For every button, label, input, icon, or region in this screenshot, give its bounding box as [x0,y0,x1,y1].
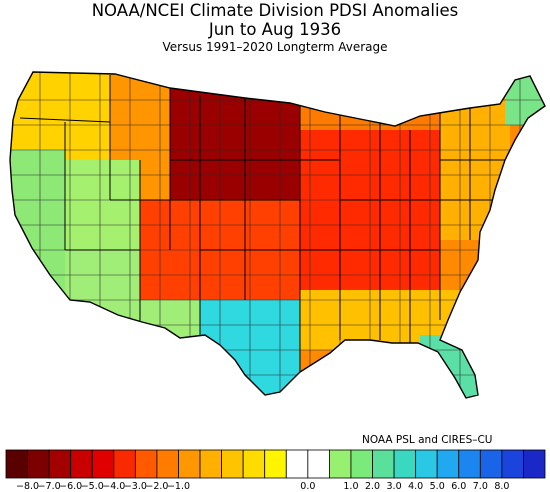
colorbar-swatch [350,449,373,479]
colorbar-tick-label: 5.0 [430,481,445,492]
colorbar-swatch [372,449,395,479]
colorbar-swatch [156,449,179,479]
us-pdsi-map [9,71,546,399]
colorbar-swatch [479,449,503,479]
colorbar-swatch [242,449,266,479]
us-outline [9,71,546,399]
colorbar-swatch [415,449,438,479]
colorbar-tick-label: 3.0 [387,481,402,492]
colorbar-tick-label: −1.0 [167,481,190,492]
colorbar-swatch [70,449,93,479]
credit-label: NOAA PSL and CIRES–CU [362,434,493,446]
colorbar-tick-label: 4.0 [408,481,423,492]
colorbar-tick-label: −3.0 [124,481,147,492]
colorbar-swatch [393,449,417,479]
division-boundaries [10,72,545,398]
region-maine [505,72,545,125]
region-southeast [300,290,470,350]
colorbar-swatch [285,449,309,479]
colorbar-swatch [134,449,158,479]
state-boundaries [19,75,505,372]
colorbar-tick-label: 1.0 [343,481,358,492]
region-northern-plains-core [170,72,300,200]
colorbar: −8.0−7.0−6.0−5.0−4.0−3.0−2.0−1.0 0.0 1.0 2.… [5,449,546,492]
colorbar-swatch [27,449,50,479]
colorbar-tick-label: −7.0 [38,481,61,492]
colorbar-swatch [501,449,524,479]
region-great-basin [65,160,140,250]
colorbar-swatch [178,449,201,479]
region-northeast [440,100,510,240]
colorbar-swatch [307,449,330,479]
colorbar-swatch [458,449,481,479]
colorbar-tick-label: −8.0 [16,481,39,492]
colorbar-swatch [221,449,244,479]
colorbar-tick-label: −2.0 [145,481,168,492]
colorbar-swatch [48,449,72,479]
colorbar-swatch [436,449,460,479]
colorbar-tick-label: 6.0 [451,481,466,492]
colorbar-swatch [91,449,115,479]
map-period: Jun to Aug 1936 [208,20,342,39]
colorbar-tick-label: −5.0 [81,481,104,492]
colorbar-tick-label: −4.0 [102,481,125,492]
colorbar-swatch [328,449,352,479]
colorbar-tick-label: 8.0 [494,481,509,492]
colorbar-swatch [113,449,136,479]
colorbar-swatch [264,449,287,479]
colorbar-tick-label: 0.0 [300,481,315,492]
colorbar-tick-label: 7.0 [473,481,488,492]
colorbar-swatch [523,449,546,479]
colorbar-tick-label: 2.0 [365,481,380,492]
map-subtitle: Versus 1991–2020 Longterm Average [162,40,388,54]
region-florida [420,335,490,398]
colorbar-swatch [199,449,222,479]
map-title: NOAA/NCEI Climate Division PDSI Anomalie… [91,1,459,20]
colorbar-tick-label: −6.0 [59,481,82,492]
colorbar-swatch [5,449,28,479]
region-west-coast [10,150,65,320]
